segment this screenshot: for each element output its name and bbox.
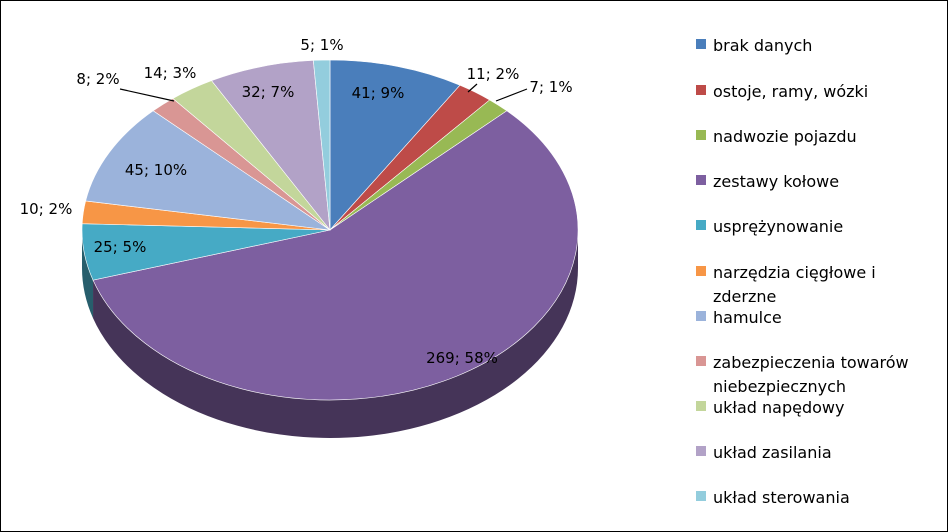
legend-label: narzędzia cięgłowe i zderzne: [713, 263, 876, 306]
legend-swatch: [696, 39, 706, 49]
legend-swatch: [696, 401, 706, 411]
data-label-6: 45; 10%: [125, 161, 187, 179]
legend-label: zabezpieczenia towarów niebezpiecznych: [713, 353, 909, 396]
leader-line-2: [495, 88, 528, 102]
data-label-7: 8; 2%: [76, 70, 119, 88]
legend-label: nadwozie pojazdu: [713, 127, 857, 146]
legend-swatch: [696, 311, 706, 321]
legend-swatch: [696, 175, 706, 185]
legend-label: ostoje, ramy, wózki: [713, 82, 869, 101]
data-label-4: 25; 5%: [94, 238, 147, 256]
pie-side-4: [82, 230, 94, 319]
data-label-10: 5; 1%: [300, 36, 343, 54]
leader-line-7: [119, 88, 175, 102]
legend-label: układ zasilania: [713, 443, 832, 462]
legend-swatch: [696, 220, 706, 230]
legend-label: hamulce: [713, 308, 782, 327]
pie-slice-9: [211, 60, 331, 231]
data-labels: 41; 9% 11; 2% 7; 1% 269; 58% 25; 5% 10; 2% 45;…: [20, 36, 573, 367]
leader-lines: [119, 83, 528, 102]
legend-label: usprężynowanie: [713, 217, 844, 236]
legend-swatch: [696, 85, 706, 95]
data-label-3: 269; 58%: [426, 349, 498, 367]
legend-swatch: [696, 446, 706, 456]
legend-label: zestawy kołowe: [713, 172, 840, 191]
data-label-2: 7; 1%: [529, 78, 572, 96]
pie-slices: [81, 59, 579, 401]
data-label-5: 10; 2%: [20, 200, 73, 218]
legend-label: układ sterowania: [713, 488, 850, 507]
legend-label: brak danych: [713, 36, 813, 55]
legend-swatch: [696, 491, 706, 501]
legend-swatch: [696, 356, 706, 366]
pie-slice-0: [329, 59, 461, 231]
pie-side-3: [93, 230, 578, 438]
legend-swatch: [696, 266, 706, 276]
pie-depth-layer: [82, 230, 578, 438]
pie-slice-10: [312, 59, 331, 231]
legend-swatch: [696, 130, 706, 140]
data-label-8: 14; 3%: [144, 64, 197, 82]
data-label-1: 11; 2%: [467, 65, 520, 83]
pie-slice-6: [85, 110, 331, 231]
data-label-9: 32; 7%: [242, 83, 295, 101]
legend-label: układ napędowy: [713, 398, 845, 417]
pie-slice-3: [92, 110, 579, 401]
leader-line-1: [467, 83, 478, 93]
data-label-0: 41; 9%: [352, 84, 405, 102]
